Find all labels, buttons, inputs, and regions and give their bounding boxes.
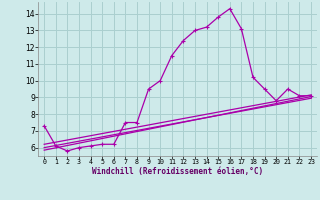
X-axis label: Windchill (Refroidissement éolien,°C): Windchill (Refroidissement éolien,°C): [92, 167, 263, 176]
